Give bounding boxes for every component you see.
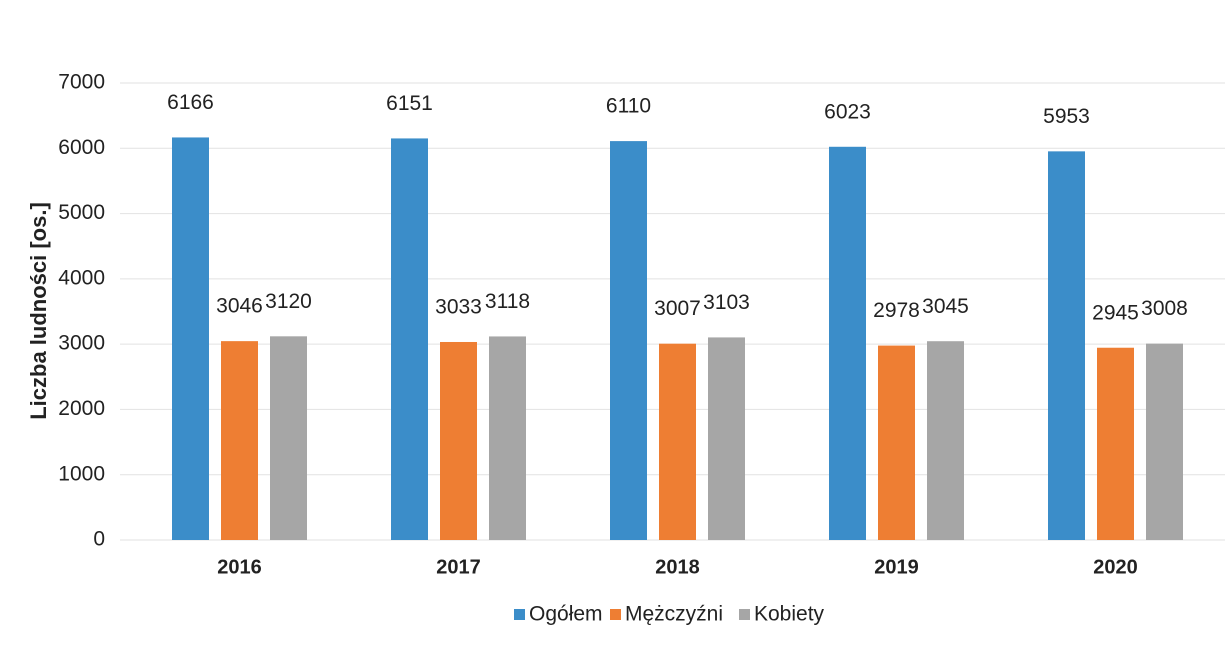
bar — [440, 341, 477, 540]
bar — [829, 146, 866, 540]
bar — [391, 138, 428, 541]
data-label: 3008 — [1141, 297, 1188, 320]
bar — [1097, 347, 1134, 540]
data-label: 2978 — [873, 299, 920, 322]
y-tick-label: 3000 — [58, 332, 105, 355]
legend-label: Kobiety — [754, 603, 825, 626]
data-label: 2945 — [1092, 301, 1139, 324]
bar — [610, 141, 647, 540]
data-label: 6166 — [167, 91, 214, 114]
y-tick-label: 0 — [93, 528, 105, 551]
y-tick-label: 5000 — [58, 201, 105, 224]
y-tick-label: 1000 — [58, 462, 105, 485]
data-label: 3033 — [435, 296, 482, 319]
bar — [172, 137, 209, 540]
data-label: 6023 — [824, 100, 871, 123]
legend-swatch — [610, 609, 621, 620]
x-tick-label: 2020 — [1093, 556, 1138, 578]
y-axis-label: Liczba ludności [os.] — [26, 202, 51, 420]
data-label: 6151 — [386, 92, 433, 115]
y-tick-label: 2000 — [58, 397, 105, 420]
y-tick-label: 7000 — [58, 71, 105, 94]
bar — [1048, 151, 1085, 541]
x-tick-label: 2019 — [874, 556, 919, 578]
legend-swatch — [514, 609, 525, 620]
data-label: 5953 — [1043, 105, 1090, 128]
bar — [270, 336, 307, 540]
legend-label: Mężczyźni — [625, 603, 723, 626]
bar — [659, 343, 696, 540]
legend-label: Ogółem — [529, 603, 603, 626]
bar — [489, 336, 526, 540]
data-label: 3118 — [485, 290, 530, 313]
data-label: 3045 — [922, 295, 969, 318]
x-tick-label: 2018 — [655, 556, 700, 578]
bar — [708, 337, 745, 540]
data-label: 3046 — [216, 295, 263, 318]
x-tick-label: 2017 — [436, 556, 481, 578]
bar — [927, 341, 964, 540]
y-tick-label: 6000 — [58, 136, 105, 159]
data-label: 3103 — [703, 291, 750, 314]
bar — [1146, 343, 1183, 540]
x-tick-label: 2016 — [217, 556, 262, 578]
data-label: 3120 — [265, 290, 312, 313]
y-tick-label: 4000 — [58, 266, 105, 289]
bar — [878, 345, 915, 540]
data-label: 3007 — [654, 297, 701, 320]
bar — [221, 341, 258, 540]
legend-swatch — [739, 609, 750, 620]
data-label: 6110 — [606, 95, 651, 118]
